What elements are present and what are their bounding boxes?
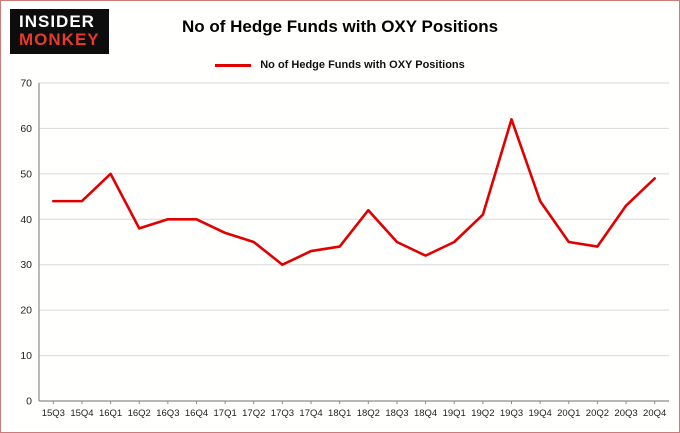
y-axis-tick-label: 40 <box>20 214 32 226</box>
x-axis-tick-label: 18Q1 <box>328 408 351 419</box>
logo-line2: MONKEY <box>19 29 100 49</box>
y-axis-tick-label: 30 <box>20 259 32 271</box>
chart-title: No of Hedge Funds with OXY Positions <box>181 17 499 36</box>
x-axis-tick-label: 17Q1 <box>214 408 237 419</box>
x-axis-tick-label: 20Q4 <box>643 408 666 419</box>
x-axis-tick-label: 17Q4 <box>299 408 322 419</box>
y-axis-tick-label: 10 <box>20 350 32 362</box>
x-axis-tick-label: 15Q4 <box>70 408 93 419</box>
insider-monkey-logo: INSIDER MONKEY <box>10 9 109 54</box>
y-axis-tick-label: 60 <box>20 123 32 135</box>
x-axis-tick-label: 15Q3 <box>42 408 65 419</box>
logo-line1: INSIDER <box>19 12 95 31</box>
line-chart-svg: 0 10 20 30 40 50 60 70 15Q3 15Q4 16Q1 16Q2 16Q3 16Q4 1… <box>20 78 669 419</box>
x-axis-tick-label: 20Q1 <box>557 408 580 419</box>
y-axis-tick-label: 50 <box>20 168 32 180</box>
chart-legend: No of Hedge Funds with OXY Positions <box>1 55 679 75</box>
x-axis-tick-label: 20Q3 <box>614 408 637 419</box>
x-axis-tick-label: 18Q4 <box>414 408 437 419</box>
x-axis-tick-label: 16Q4 <box>185 408 208 419</box>
chart-header: INSIDER MONKEY No of Hedge Funds with OX… <box>1 1 679 55</box>
y-axis-tick-label: 0 <box>26 396 32 408</box>
x-axis-tick-label: 17Q3 <box>271 408 294 419</box>
x-axis-tick-label: 19Q1 <box>443 408 466 419</box>
x-axis-tick-label: 19Q3 <box>500 408 523 419</box>
legend-label: No of Hedge Funds with OXY Positions <box>260 59 465 71</box>
x-axis-tick-label: 19Q2 <box>471 408 494 419</box>
x-axis-tick-label: 16Q1 <box>99 408 122 419</box>
y-axis-tick-label: 20 <box>20 305 32 317</box>
series-line <box>52 118 656 267</box>
x-axis-tick-label: 18Q3 <box>385 408 408 419</box>
x-axis-tick-label: 17Q2 <box>242 408 265 419</box>
x-axis-tick-label: 16Q3 <box>156 408 179 419</box>
y-axis-tick-label: 70 <box>20 78 32 90</box>
x-axis-tick-label: 18Q2 <box>357 408 380 419</box>
x-axis-tick-label: 16Q2 <box>128 408 151 419</box>
plot-area: 0 10 20 30 40 50 60 70 15Q3 15Q4 16Q1 16Q2 16Q3 16Q4 1… <box>1 75 679 432</box>
x-axis-tick-label: 20Q2 <box>586 408 609 419</box>
legend-line-swatch <box>215 63 252 67</box>
x-axis-tick-label: 19Q4 <box>529 408 552 419</box>
